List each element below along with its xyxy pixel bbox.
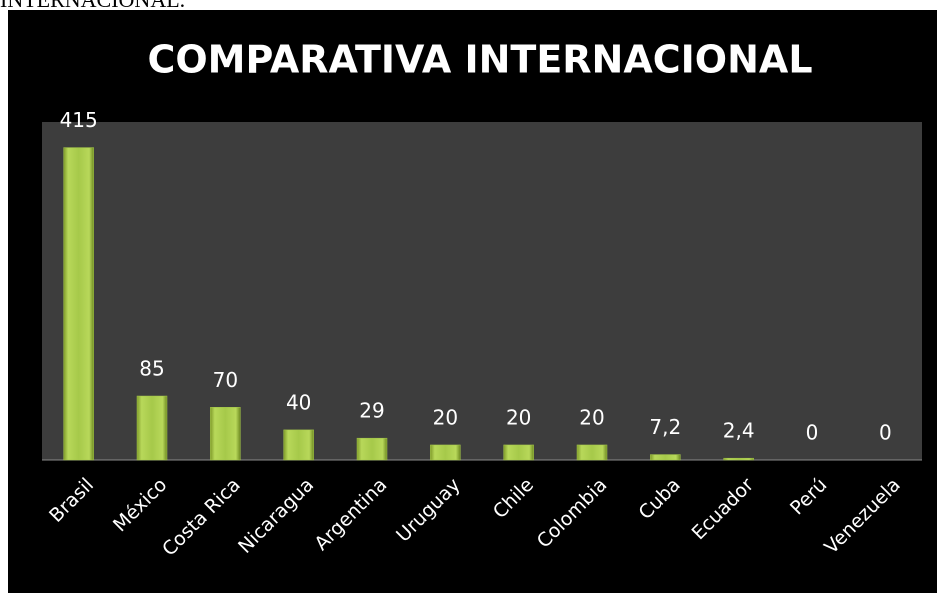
bar: [576, 444, 608, 461]
data-label: 415: [60, 108, 98, 132]
plot-area: [42, 122, 922, 460]
data-label: 0: [879, 421, 892, 445]
bar: [650, 454, 681, 461]
document-text: INTERNACIONAL.: [0, 0, 185, 12]
bar: [356, 437, 388, 461]
data-label: 40: [286, 390, 311, 414]
bar: [210, 407, 241, 461]
data-label: 20: [579, 405, 604, 429]
data-label: 7,2: [649, 415, 681, 439]
bar: [63, 147, 94, 461]
data-label: 20: [433, 405, 458, 429]
bar: [503, 444, 534, 461]
data-label: 85: [139, 357, 164, 381]
bar: [136, 395, 168, 461]
chart-title: COMPARATIVA INTERNACIONAL: [147, 38, 812, 82]
data-label: 2,4: [723, 419, 755, 443]
bar: [723, 457, 754, 461]
data-label: 70: [213, 368, 238, 392]
data-label: 29: [359, 399, 384, 423]
data-label: 20: [506, 405, 531, 429]
data-label: 0: [806, 421, 819, 445]
bar: [430, 444, 461, 461]
bar: [283, 429, 314, 461]
